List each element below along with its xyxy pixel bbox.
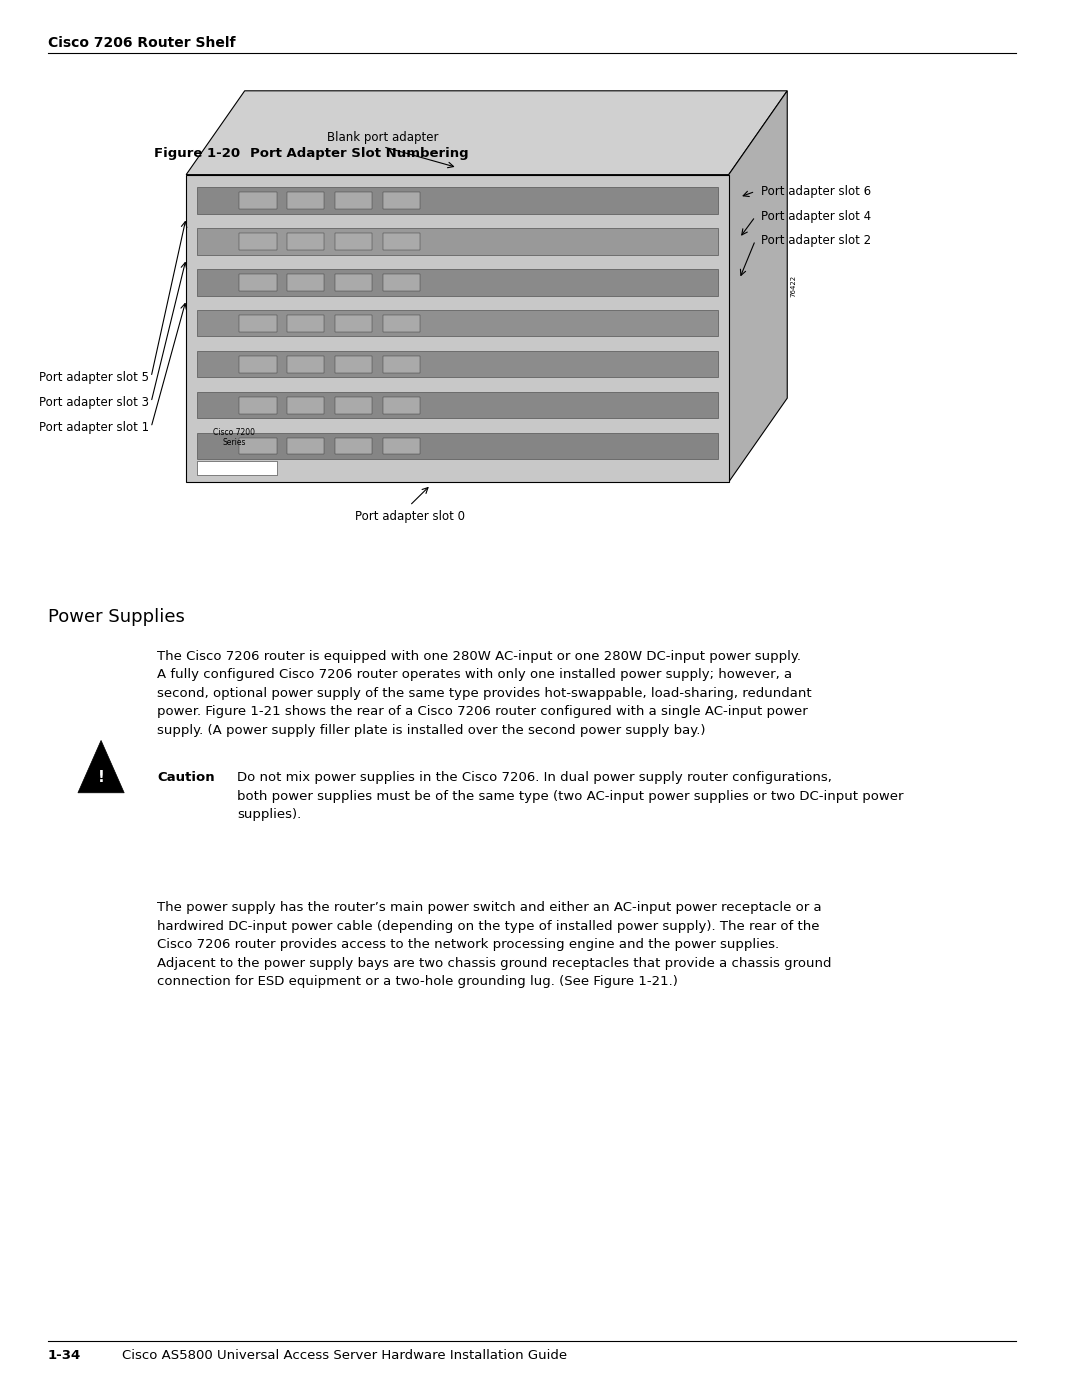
Polygon shape: [197, 351, 718, 377]
Polygon shape: [383, 191, 420, 208]
Text: Figure 1-20: Figure 1-20: [154, 147, 241, 159]
Polygon shape: [383, 397, 420, 414]
Polygon shape: [197, 391, 718, 419]
Polygon shape: [335, 437, 373, 454]
Polygon shape: [287, 191, 324, 208]
Text: Port Adapter Slot Numbering: Port Adapter Slot Numbering: [249, 147, 469, 159]
Text: Port adapter slot 0: Port adapter slot 0: [354, 510, 464, 522]
Text: Cisco AS5800 Universal Access Server Hardware Installation Guide: Cisco AS5800 Universal Access Server Har…: [122, 1350, 567, 1362]
Polygon shape: [287, 397, 324, 414]
Polygon shape: [240, 274, 276, 291]
Polygon shape: [383, 356, 420, 373]
Polygon shape: [287, 437, 324, 454]
Polygon shape: [383, 437, 420, 454]
Polygon shape: [383, 314, 420, 331]
Polygon shape: [335, 356, 373, 373]
Text: Port adapter slot 3: Port adapter slot 3: [39, 395, 149, 409]
Text: Blank port adapter: Blank port adapter: [327, 131, 438, 144]
Polygon shape: [729, 91, 787, 482]
Text: The power supply has the router’s main power switch and either an AC-input power: The power supply has the router’s main p…: [158, 901, 832, 988]
Text: !: !: [97, 770, 105, 785]
Text: Power Supplies: Power Supplies: [48, 608, 185, 626]
Polygon shape: [287, 356, 324, 373]
Text: 1-34: 1-34: [48, 1350, 81, 1362]
Text: Cisco 7206 Router Shelf: Cisco 7206 Router Shelf: [48, 36, 235, 50]
Polygon shape: [197, 433, 718, 460]
Polygon shape: [383, 233, 420, 250]
Polygon shape: [335, 397, 373, 414]
Text: Port adapter slot 1: Port adapter slot 1: [39, 420, 149, 434]
Polygon shape: [186, 91, 787, 175]
Text: Port adapter slot 6: Port adapter slot 6: [760, 184, 870, 198]
Polygon shape: [335, 274, 373, 291]
Polygon shape: [287, 314, 324, 331]
Polygon shape: [197, 187, 718, 214]
Polygon shape: [240, 233, 276, 250]
Text: The Cisco 7206 router is equipped with one 280W AC-input or one 280W DC-input po: The Cisco 7206 router is equipped with o…: [158, 650, 812, 736]
Polygon shape: [240, 397, 276, 414]
Text: Port adapter slot 2: Port adapter slot 2: [760, 233, 870, 247]
Polygon shape: [197, 268, 718, 296]
Text: Caution: Caution: [158, 771, 215, 784]
Polygon shape: [287, 274, 324, 291]
Polygon shape: [335, 233, 373, 250]
Polygon shape: [383, 274, 420, 291]
Polygon shape: [240, 356, 276, 373]
Text: 76422: 76422: [791, 275, 796, 298]
Text: Port adapter slot 4: Port adapter slot 4: [760, 210, 870, 224]
Polygon shape: [335, 314, 373, 331]
Polygon shape: [186, 175, 729, 482]
Polygon shape: [78, 740, 124, 793]
Polygon shape: [335, 191, 373, 208]
Polygon shape: [240, 191, 276, 208]
Polygon shape: [240, 437, 276, 454]
Polygon shape: [197, 310, 718, 337]
Text: Cisco 7200
Series: Cisco 7200 Series: [213, 427, 255, 447]
Text: Do not mix power supplies in the Cisco 7206. In dual power supply router configu: Do not mix power supplies in the Cisco 7…: [238, 771, 904, 821]
Polygon shape: [240, 314, 276, 331]
Polygon shape: [197, 228, 718, 254]
Text: Port adapter slot 5: Port adapter slot 5: [39, 370, 149, 384]
Polygon shape: [287, 233, 324, 250]
Polygon shape: [197, 461, 276, 475]
